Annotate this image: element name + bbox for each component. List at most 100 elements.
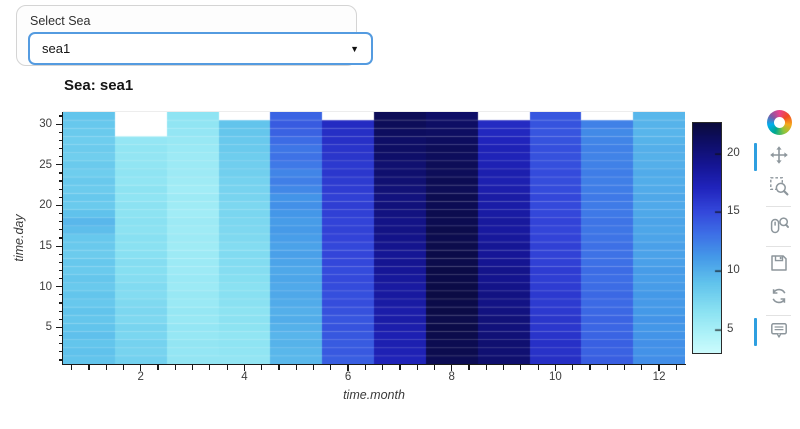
- toolbar-divider: [766, 315, 791, 316]
- pan-tool-button[interactable]: [765, 143, 793, 171]
- x-tick: [226, 365, 228, 370]
- x-tick-label: 10: [549, 371, 562, 383]
- y-tick: [56, 245, 62, 247]
- x-tick: [623, 365, 626, 370]
- x-tick: [71, 365, 73, 370]
- y-tick: [58, 343, 62, 345]
- y-tick: [56, 204, 62, 207]
- x-tick: [468, 365, 470, 370]
- box-zoom-tool-button[interactable]: [765, 174, 793, 202]
- sea-select-label: Select Sea: [30, 14, 91, 28]
- save-tool-button[interactable]: [765, 251, 793, 279]
- x-tick: [243, 365, 245, 371]
- toolbar-divider: [766, 246, 791, 247]
- reset-icon: [769, 286, 789, 311]
- colorbar: [692, 122, 722, 354]
- y-tick: [58, 253, 62, 255]
- x-tick: [589, 365, 591, 370]
- x-tick: [122, 365, 125, 370]
- y-tick: [58, 237, 62, 239]
- x-tick: [675, 365, 677, 370]
- pan-active-indicator: [754, 143, 757, 171]
- x-tick: [382, 365, 384, 370]
- y-tick: [58, 221, 62, 223]
- wheel-zoom-tool-button[interactable]: [765, 213, 793, 241]
- y-tick: [58, 359, 62, 361]
- x-tick: [88, 365, 90, 370]
- x-tick-label: 4: [241, 371, 248, 383]
- y-tick-label: 15: [39, 240, 52, 253]
- x-tick: [105, 365, 107, 370]
- box-zoom-icon: [769, 176, 789, 201]
- sea-select-value: sea1: [42, 41, 71, 56]
- pan-icon: [769, 145, 789, 170]
- y-tick: [58, 302, 62, 304]
- x-tick: [278, 365, 280, 370]
- x-tick: [520, 365, 522, 370]
- y-axis-label: time.day: [12, 214, 26, 262]
- hover-icon: [769, 320, 789, 345]
- x-tick-label: 12: [652, 371, 666, 383]
- y-tick: [58, 334, 62, 337]
- y-tick: [58, 147, 62, 150]
- colorbar-tick-label: 15: [727, 205, 740, 218]
- y-tick-label: 5: [45, 321, 52, 334]
- x-tick: [347, 365, 349, 371]
- x-tick: [312, 365, 315, 370]
- x-tick-label: 2: [137, 371, 144, 383]
- x-tick: [191, 365, 194, 370]
- bokeh-toolbar: [754, 0, 800, 429]
- y-tick: [56, 326, 62, 328]
- y-tick-label: 25: [39, 158, 52, 171]
- colorbar-tick-label: 20: [727, 146, 740, 159]
- x-tick-label: 8: [448, 371, 455, 383]
- x-tick: [295, 365, 297, 370]
- colorbar-tick-label: 10: [727, 263, 740, 276]
- x-axis-line: [62, 364, 686, 366]
- x-tick: [554, 365, 556, 371]
- y-tick: [58, 294, 62, 296]
- y-tick: [58, 156, 62, 158]
- x-tick: [140, 365, 142, 371]
- x-tick: [537, 365, 539, 370]
- y-tick-label: 10: [39, 280, 52, 293]
- y-tick: [58, 139, 62, 142]
- toolbar-divider: [766, 206, 791, 207]
- x-tick: [416, 365, 418, 370]
- x-tick: [658, 365, 660, 371]
- x-tick: [606, 365, 608, 370]
- y-axis-line: [62, 112, 64, 365]
- x-tick: [261, 365, 263, 370]
- x-tick: [157, 365, 159, 370]
- x-tick: [174, 365, 176, 370]
- y-tick: [58, 318, 62, 320]
- heatmap-canvas[interactable]: [63, 112, 685, 364]
- x-tick-label: 6: [344, 371, 352, 383]
- plot-title: Sea: sea1: [64, 77, 134, 94]
- y-tick: [56, 164, 62, 166]
- x-tick: [485, 365, 487, 370]
- y-tick: [56, 286, 62, 288]
- y-tick-label: 30: [39, 118, 52, 131]
- y-tick: [58, 172, 62, 174]
- save-icon: [769, 253, 789, 278]
- sea-select-dropdown[interactable]: sea1 ▼: [28, 32, 373, 65]
- y-tick: [58, 351, 62, 353]
- x-axis-label: time.month: [343, 388, 405, 402]
- reset-tool-button[interactable]: [765, 284, 793, 312]
- x-tick: [572, 365, 574, 370]
- y-tick: [58, 180, 62, 182]
- x-tick: [399, 365, 401, 370]
- y-tick: [58, 131, 62, 133]
- chevron-down-icon: ▼: [350, 43, 359, 54]
- y-tick: [58, 269, 62, 272]
- colorbar-tick-label: 5: [727, 322, 734, 335]
- y-tick-label: 20: [39, 199, 52, 212]
- sea-select-card: Select Sea sea1 ▼: [16, 5, 373, 66]
- x-tick: [502, 365, 505, 370]
- y-tick: [56, 123, 62, 125]
- bokeh-logo[interactable]: [767, 110, 792, 135]
- hover-tool-button[interactable]: [765, 318, 793, 346]
- wheel-zoom-icon: [769, 215, 789, 240]
